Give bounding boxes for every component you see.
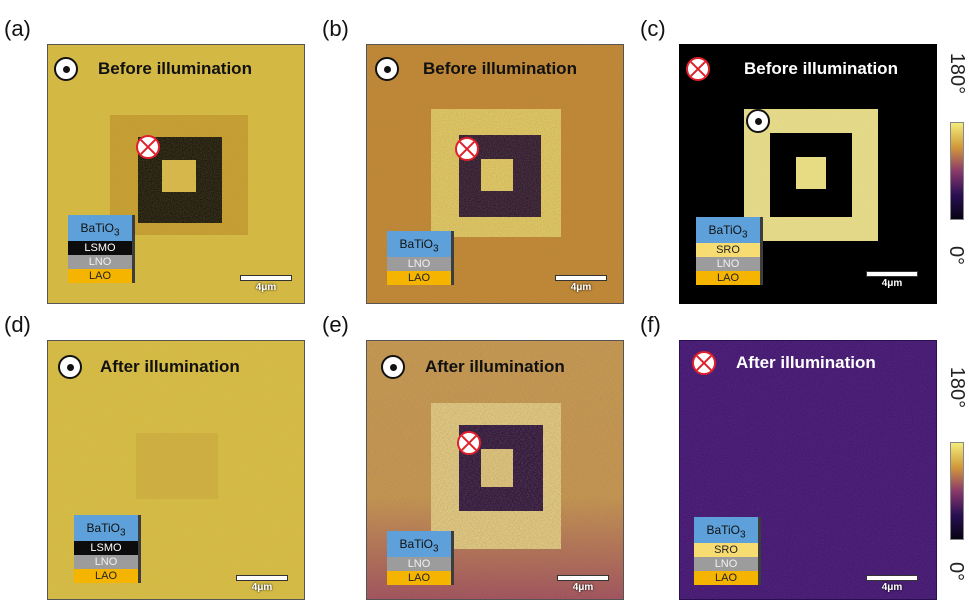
phase-map-b	[367, 45, 623, 303]
layer-sro: SRO	[696, 243, 760, 257]
scale-bar-line	[866, 271, 918, 277]
panel-label-d: (d)	[4, 312, 31, 337]
layer-lao: LAO	[696, 271, 760, 285]
title-e: After illumination	[425, 357, 565, 376]
panel-label-a: (a)	[4, 16, 31, 41]
layer-lno: LNO	[696, 257, 760, 271]
layer-stack-c: BaTiO3 SRO LNO LAO	[696, 217, 760, 285]
dot-circle-icon	[381, 355, 405, 379]
layer-batio3: BaTiO3	[696, 217, 760, 243]
pfm-image-f: After illumination BaTiO3 SRO LNO LAO 4μ…	[679, 340, 937, 600]
title-b: Before illumination	[423, 59, 577, 78]
scale-bar-d: 4μm	[236, 575, 288, 593]
panel-label-f: (f)	[640, 312, 661, 337]
layer-lao: LAO	[387, 571, 451, 585]
title-f: After illumination	[736, 353, 876, 372]
scale-bar-c: 4μm	[866, 271, 918, 289]
layer-lno: LNO	[694, 557, 758, 571]
layer-batio3: BaTiO3	[694, 517, 758, 543]
panel-label-e: (e)	[322, 312, 349, 337]
phase-map-e	[367, 341, 623, 599]
layer-stack-b: BaTiO3 LNO LAO	[387, 231, 451, 285]
dot-circle-icon	[746, 109, 770, 133]
layer-stack-e: BaTiO3 LNO LAO	[387, 531, 451, 585]
layer-lao: LAO	[74, 569, 138, 583]
scale-bar-a: 4μm	[240, 275, 292, 293]
cross-circle-icon	[686, 57, 710, 81]
dot-circle-icon	[58, 355, 82, 379]
scale-bar-e: 4μm	[557, 575, 609, 593]
layer-lsmo: LSMO	[68, 241, 132, 255]
layer-lao: LAO	[694, 571, 758, 585]
layer-batio3: BaTiO3	[74, 515, 138, 541]
colorbar-max-label-bottom: 180°	[946, 366, 969, 409]
scale-bar-line	[240, 275, 292, 281]
layer-lao: LAO	[387, 271, 451, 285]
dot-circle-icon	[375, 57, 399, 81]
layer-batio3: BaTiO3	[387, 531, 451, 557]
layer-lno: LNO	[387, 257, 451, 271]
layer-sro: SRO	[694, 543, 758, 557]
layer-stack-f: BaTiO3 SRO LNO LAO	[694, 517, 758, 585]
pfm-image-c: Before illumination BaTiO3 SRO LNO LAO 4…	[679, 44, 937, 304]
title-a: Before illumination	[98, 59, 252, 78]
cross-circle-icon	[455, 137, 479, 161]
scale-bar-line	[866, 575, 918, 581]
cross-circle-icon	[457, 431, 481, 455]
pfm-image-a: Before illumination BaTiO3 LSMO LNO LAO …	[47, 44, 305, 304]
colorbar-max-label-top: 180°	[946, 52, 969, 95]
dot-circle-icon	[54, 57, 78, 81]
colorbar-min-label-top: 0°	[945, 245, 968, 266]
pfm-image-e: After illumination BaTiO3 LNO LAO 4μm	[366, 340, 624, 600]
colorbar-min-label-bottom: 0°	[945, 561, 968, 582]
colorbar-bottom	[950, 442, 964, 540]
scale-bar-b: 4μm	[555, 275, 607, 293]
scale-bar-f: 4μm	[866, 575, 918, 593]
scale-bar-line	[236, 575, 288, 581]
layer-stack-a: BaTiO3 LSMO LNO LAO	[68, 215, 132, 283]
layer-lsmo: LSMO	[74, 541, 138, 555]
title-c: Before illumination	[744, 59, 898, 78]
layer-lno: LNO	[68, 255, 132, 269]
scale-bar-label: 4μm	[570, 282, 592, 293]
layer-batio3: BaTiO3	[387, 231, 451, 257]
scale-bar-label: 4μm	[881, 582, 903, 593]
scale-bar-label: 4μm	[251, 582, 273, 593]
layer-lno: LNO	[74, 555, 138, 569]
layer-lao: LAO	[68, 269, 132, 283]
cross-circle-icon	[136, 135, 160, 159]
colorbar-top	[950, 122, 964, 220]
layer-batio3: BaTiO3	[68, 215, 132, 241]
title-d: After illumination	[100, 357, 240, 376]
pfm-image-b: Before illumination BaTiO3 LNO LAO 4μm	[366, 44, 624, 304]
scale-bar-label: 4μm	[572, 582, 594, 593]
scale-bar-line	[555, 275, 607, 281]
cross-circle-icon	[692, 351, 716, 375]
panel-label-c: (c)	[640, 16, 666, 41]
scale-bar-label: 4μm	[881, 278, 903, 289]
scale-bar-line	[557, 575, 609, 581]
layer-lno: LNO	[387, 557, 451, 571]
layer-stack-d: BaTiO3 LSMO LNO LAO	[74, 515, 138, 583]
panel-label-b: (b)	[322, 16, 349, 41]
scale-bar-label: 4μm	[255, 282, 277, 293]
pfm-image-d: After illumination BaTiO3 LSMO LNO LAO 4…	[47, 340, 305, 600]
